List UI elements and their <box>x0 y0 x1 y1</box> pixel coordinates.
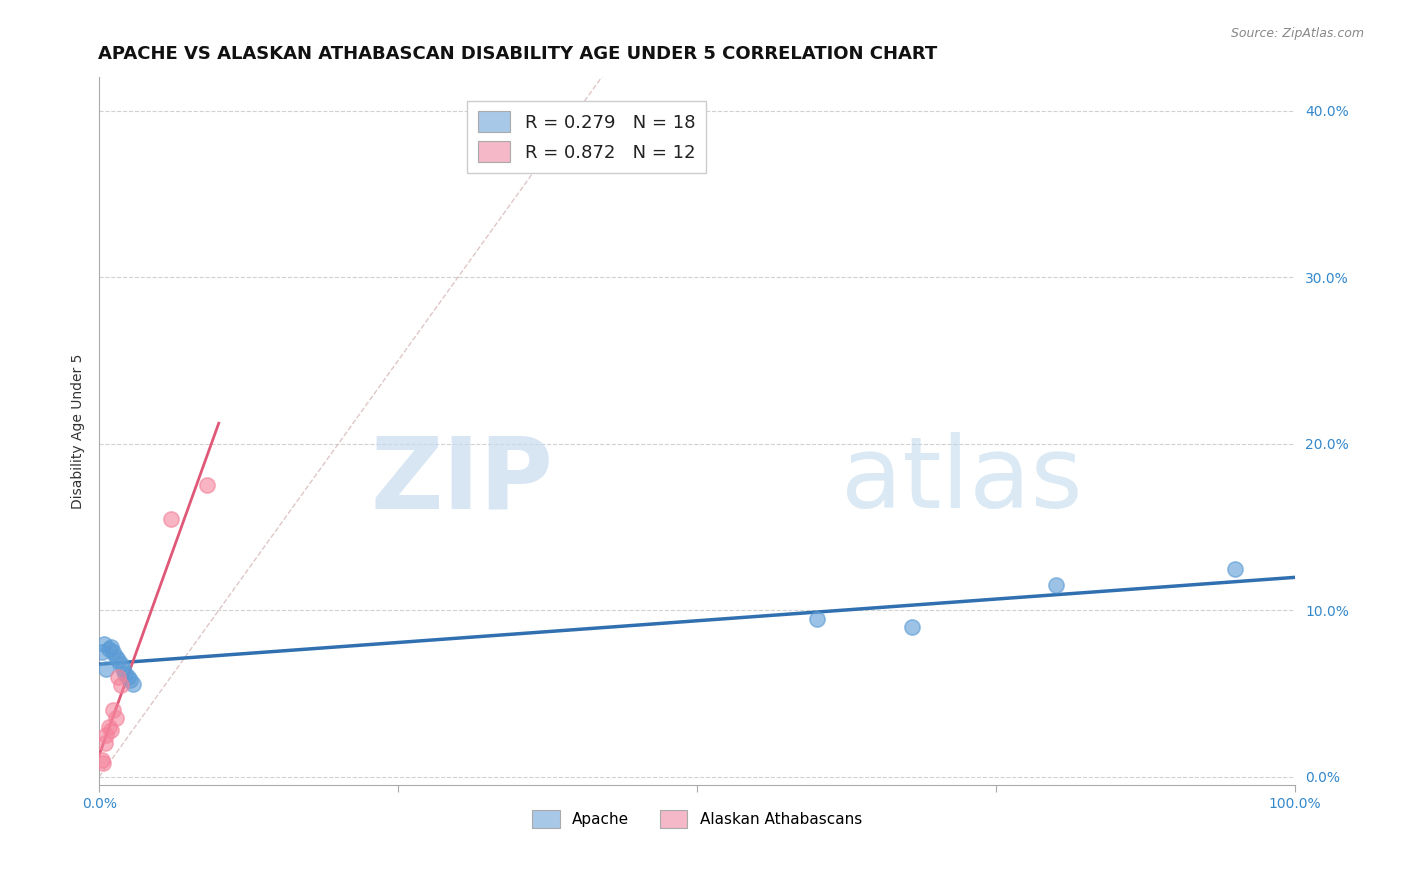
Point <box>806 611 828 625</box>
Point <box>901 620 924 634</box>
Point <box>90 753 112 767</box>
Point <box>120 673 142 688</box>
Y-axis label: Disability Age Under 5: Disability Age Under 5 <box>72 353 86 509</box>
Point <box>97 641 120 656</box>
Point <box>1045 578 1067 592</box>
Point <box>96 728 118 742</box>
Text: ZIP: ZIP <box>371 433 554 529</box>
Point <box>107 653 129 667</box>
Point <box>110 657 132 671</box>
Point <box>104 649 127 664</box>
Point <box>160 511 183 525</box>
Legend: Apache, Alaskan Athabascans: Apache, Alaskan Athabascans <box>526 805 868 834</box>
Text: atlas: atlas <box>841 433 1083 529</box>
Point <box>96 661 118 675</box>
Point <box>114 666 136 681</box>
Point <box>103 703 125 717</box>
Text: Source: ZipAtlas.com: Source: ZipAtlas.com <box>1230 27 1364 40</box>
Point <box>94 736 117 750</box>
Point <box>195 478 218 492</box>
Point <box>104 711 127 725</box>
Point <box>112 661 135 675</box>
Point <box>100 640 122 654</box>
Point <box>1225 561 1247 575</box>
Point <box>110 678 132 692</box>
Point <box>91 756 114 771</box>
Point <box>121 676 143 690</box>
Point <box>107 670 129 684</box>
Point <box>93 636 115 650</box>
Point <box>103 645 125 659</box>
Point <box>97 720 120 734</box>
Point <box>117 670 139 684</box>
Point <box>100 723 122 738</box>
Point <box>90 645 112 659</box>
Text: APACHE VS ALASKAN ATHABASCAN DISABILITY AGE UNDER 5 CORRELATION CHART: APACHE VS ALASKAN ATHABASCAN DISABILITY … <box>98 45 938 62</box>
